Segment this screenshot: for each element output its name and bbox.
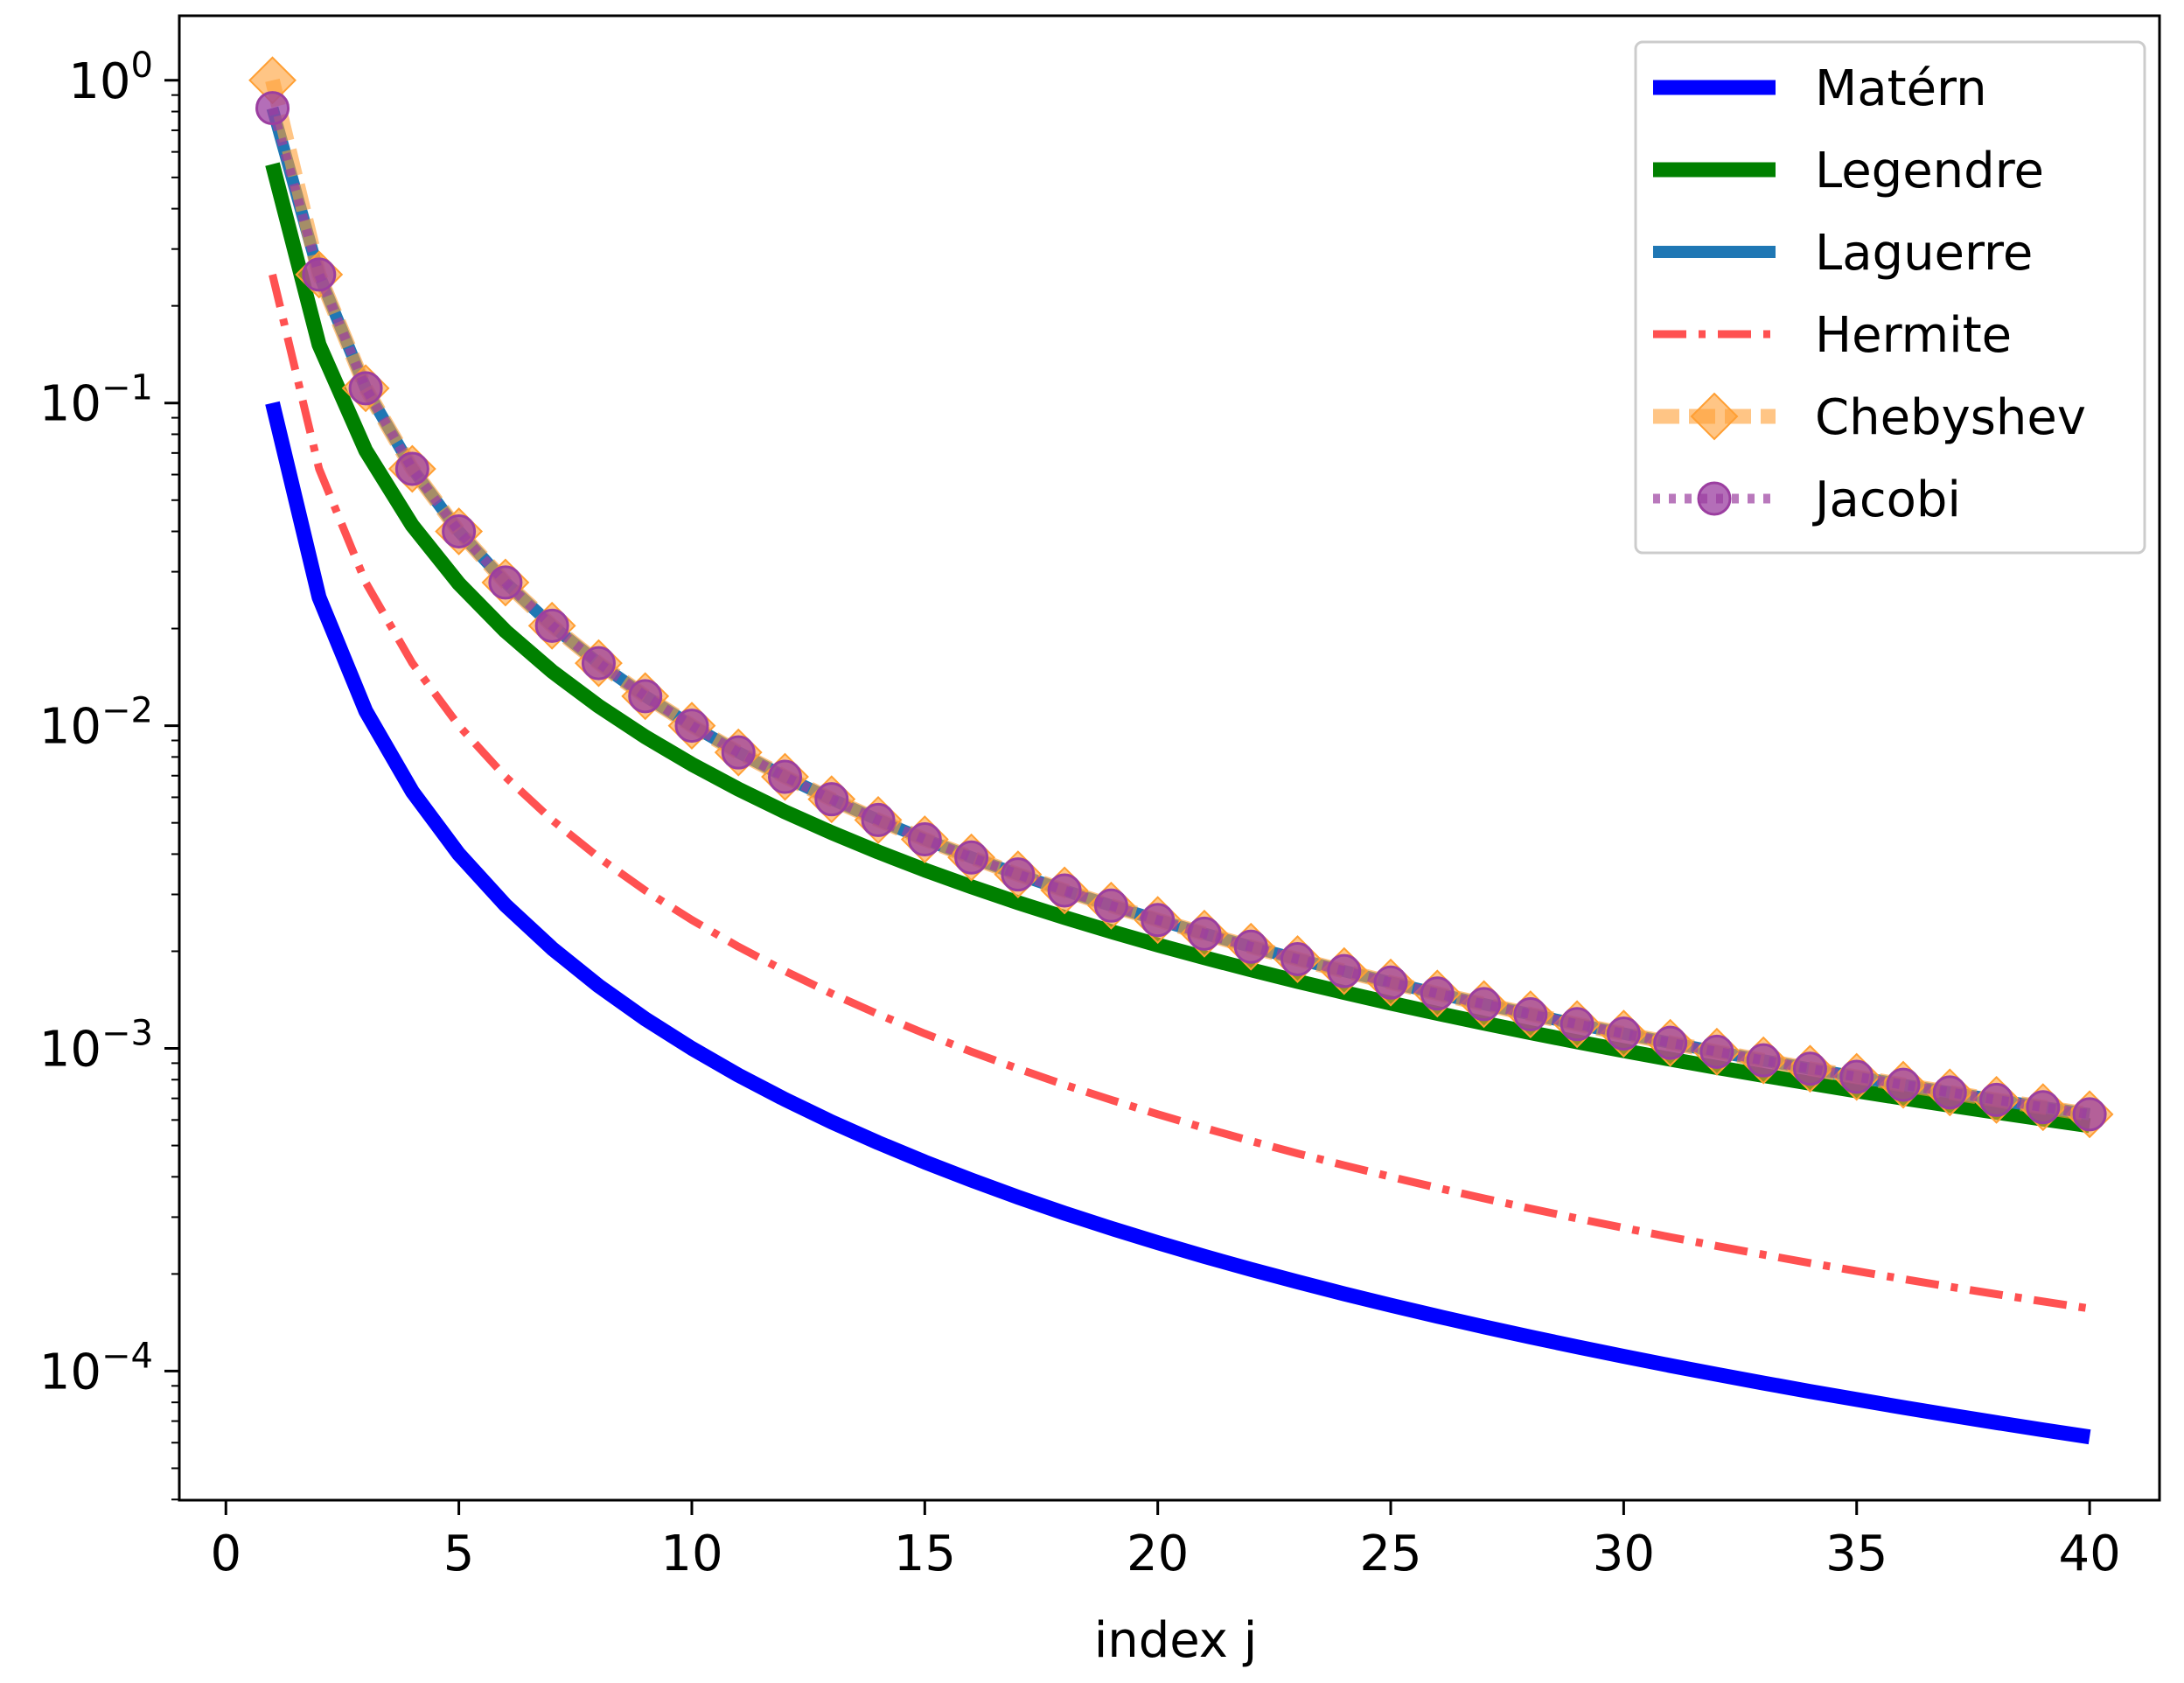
jacobi-marker [1467, 987, 1502, 1022]
jacobi-marker [1187, 916, 1222, 951]
series-line-hermite [269, 273, 2090, 1313]
legend: Matérn Legendre Laguerre Hermite Chebyshev Ja… [1634, 40, 2146, 555]
jacobi-marker [1141, 903, 1176, 938]
jacobi-marker [442, 514, 477, 549]
series-line-legendre [265, 162, 2091, 1134]
jacobi-marker [1979, 1082, 2014, 1117]
legend-diamond-marker [1690, 392, 1739, 441]
jacobi-marker [1047, 873, 1082, 908]
jacobi-marker [861, 802, 896, 837]
x-tick-label: 30 [1593, 1526, 1655, 1582]
jacobi-marker [1373, 965, 1408, 1000]
jacobi-marker [1093, 888, 1128, 923]
jacobi-marker [488, 565, 523, 600]
series-line-jacobi [268, 107, 2090, 1120]
legend-label: Jacobi [1812, 471, 1961, 528]
y-tick-label: 10−4 [39, 1336, 153, 1400]
jacobi-marker [394, 451, 429, 486]
x-tick-label: 35 [1825, 1526, 1887, 1582]
jacobi-marker [255, 91, 290, 126]
plot-area [248, 56, 2114, 1445]
jacobi-marker [907, 822, 942, 857]
x-tick-label: 40 [2058, 1526, 2120, 1582]
jacobi-marker [1932, 1075, 1967, 1110]
x-axis-label: index j [1094, 1612, 1258, 1669]
jacobi-marker [1420, 976, 1455, 1011]
x-tick-label: 10 [660, 1526, 722, 1582]
jacobi-marker [1233, 929, 1268, 964]
series-line-matrn [265, 401, 2091, 1445]
y-axis: 100 10−1 10−2 10−3 10−4 [39, 45, 179, 1501]
jacobi-marker [674, 709, 709, 744]
x-tick-label: 15 [894, 1526, 956, 1582]
jacobi-marker [1653, 1025, 1688, 1060]
jacobi-marker [348, 371, 383, 406]
jacobi-marker [1699, 1034, 1734, 1069]
legend-label: Matérn [1815, 60, 1987, 117]
jacobi-marker [534, 608, 569, 643]
legend-label: Hermite [1815, 307, 2012, 364]
legend-label: Laguerre [1815, 225, 2033, 282]
y-tick-label: 10−3 [39, 1014, 153, 1079]
jacobi-marker [1839, 1059, 1874, 1094]
x-tick-label: 5 [443, 1526, 475, 1582]
jacobi-marker [628, 679, 663, 714]
legend-label: Chebyshev [1815, 389, 2086, 446]
y-tick-label: 100 [68, 45, 153, 110]
y-tick-label: 10−2 [39, 691, 153, 756]
jacobi-marker [1746, 1043, 1781, 1078]
jacobi-marker [1560, 1007, 1594, 1042]
jacobi-marker [954, 840, 989, 875]
jacobi-marker [768, 759, 803, 794]
jacobi-marker [302, 257, 337, 292]
x-axis: 0 5 10 15 20 25 30 35 40 [210, 1500, 2121, 1582]
jacobi-marker [581, 646, 616, 681]
axes-frame [178, 14, 2161, 1502]
jacobi-marker [1001, 857, 1036, 892]
jacobi-marker [2072, 1097, 2107, 1132]
jacobi-marker [1327, 953, 1362, 988]
jacobi-marker [2026, 1090, 2061, 1125]
jacobi-marker [814, 782, 849, 817]
jacobi-marker [1792, 1051, 1827, 1086]
jacobi-marker [1886, 1067, 1921, 1102]
jacobi-marker [1513, 997, 1548, 1032]
legend-label: Legendre [1815, 143, 2044, 199]
y-tick-label: 10−1 [39, 368, 153, 433]
legend-circle-marker [1697, 481, 1732, 516]
x-tick-label: 20 [1127, 1526, 1189, 1582]
x-tick-label: 25 [1359, 1526, 1421, 1582]
x-tick-label: 0 [210, 1526, 241, 1582]
jacobi-marker [721, 735, 756, 770]
jacobi-marker [1606, 1016, 1641, 1051]
jacobi-marker [1280, 942, 1315, 977]
